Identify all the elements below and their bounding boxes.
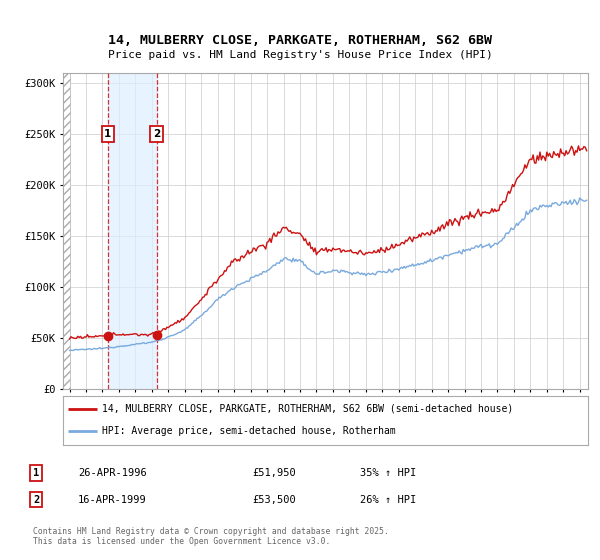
Text: 26% ↑ HPI: 26% ↑ HPI [360, 494, 416, 505]
Text: Contains HM Land Registry data © Crown copyright and database right 2025.
This d: Contains HM Land Registry data © Crown c… [33, 526, 389, 546]
Text: 1: 1 [104, 129, 112, 139]
Text: 1: 1 [33, 468, 39, 478]
Text: 26-APR-1996: 26-APR-1996 [78, 468, 147, 478]
Text: £51,950: £51,950 [252, 468, 296, 478]
Text: 35% ↑ HPI: 35% ↑ HPI [360, 468, 416, 478]
Text: Price paid vs. HM Land Registry's House Price Index (HPI): Price paid vs. HM Land Registry's House … [107, 50, 493, 60]
Text: 14, MULBERRY CLOSE, PARKGATE, ROTHERHAM, S62 6BW (semi-detached house): 14, MULBERRY CLOSE, PARKGATE, ROTHERHAM,… [103, 404, 514, 414]
Text: 2: 2 [33, 494, 39, 505]
Bar [108, 73, 157, 389]
Text: 16-APR-1999: 16-APR-1999 [78, 494, 147, 505]
Text: 14, MULBERRY CLOSE, PARKGATE, ROTHERHAM, S62 6BW: 14, MULBERRY CLOSE, PARKGATE, ROTHERHAM,… [108, 34, 492, 46]
Text: 2: 2 [153, 129, 160, 139]
Text: £53,500: £53,500 [252, 494, 296, 505]
Text: HPI: Average price, semi-detached house, Rotherham: HPI: Average price, semi-detached house,… [103, 426, 396, 436]
